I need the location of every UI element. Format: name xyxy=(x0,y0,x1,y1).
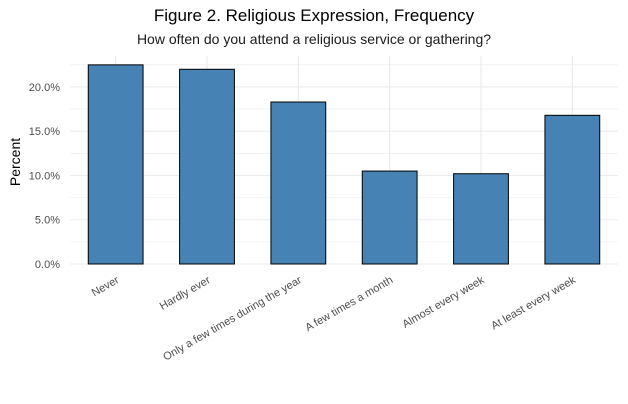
chart-title: Figure 2. Religious Expression, Frequenc… xyxy=(153,6,475,25)
x-tick-label: Hardly ever xyxy=(158,274,213,313)
y-axis-title: Percent xyxy=(7,138,23,186)
y-tick-label: 10.0% xyxy=(29,170,60,182)
y-tick-label: 0.0% xyxy=(35,259,60,271)
bars-group xyxy=(87,64,601,265)
bar xyxy=(544,114,601,265)
chart-subtitle: How often do you attend a religious serv… xyxy=(136,31,492,47)
y-tick-label: 5.0% xyxy=(35,215,60,227)
grid-major-lines xyxy=(70,56,618,265)
y-tick-label: 20.0% xyxy=(29,82,60,94)
bar xyxy=(87,64,144,265)
y-tick-labels: 0.0% 5.0% 10.0% 15.0% 20.0% xyxy=(29,82,60,271)
x-tick-label: Almost every week xyxy=(401,274,487,331)
bar xyxy=(361,170,418,265)
x-tick-label: At least every week xyxy=(489,274,578,332)
bar xyxy=(270,101,327,265)
x-tick-label: Never xyxy=(90,274,122,299)
bar xyxy=(453,173,509,265)
bar xyxy=(179,68,235,265)
x-tick-label: A few times a month xyxy=(303,274,395,334)
grid-minor-lines xyxy=(70,64,618,243)
y-tick-label: 15.0% xyxy=(29,126,60,138)
